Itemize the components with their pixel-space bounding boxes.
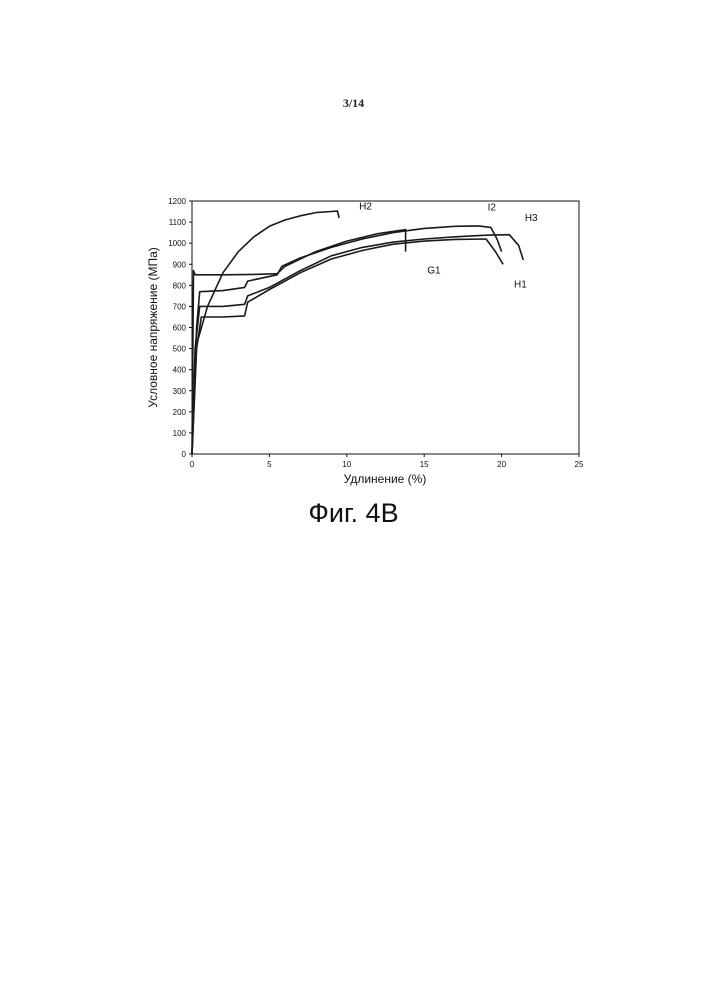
curve-label-h3: H3 — [525, 213, 538, 224]
y-tick-label: 1200 — [168, 197, 186, 206]
y-tick-label: 0 — [182, 450, 187, 459]
y-tick-label: 300 — [173, 387, 187, 396]
series-line-i2 — [192, 226, 502, 454]
x-tick-label: 5 — [267, 460, 272, 469]
curve-label-i2: I2 — [488, 202, 497, 213]
y-tick-label: 200 — [173, 408, 187, 417]
y-tick-label: 500 — [173, 345, 187, 354]
y-tick-label: 700 — [173, 302, 187, 311]
series-line-g1 — [192, 230, 406, 455]
x-tick-label: 0 — [190, 460, 195, 469]
y-tick-label: 600 — [173, 324, 187, 333]
series-line-h1 — [192, 239, 503, 454]
curve-label-h2: H2 — [359, 201, 372, 212]
figure-caption: Фиг. 4B — [0, 498, 707, 529]
plot-area-frame — [192, 201, 579, 454]
curve-label-g1: G1 — [427, 266, 441, 277]
x-tick-label: 25 — [575, 460, 584, 469]
curve-label-h1: H1 — [514, 279, 527, 290]
x-tick-label: 10 — [342, 460, 351, 469]
y-tick-label: 1100 — [169, 218, 187, 227]
y-tick-label: 100 — [173, 429, 187, 438]
y-tick-label: 800 — [173, 281, 187, 290]
series-line-h2 — [192, 211, 339, 454]
y-tick-label: 1000 — [168, 239, 186, 248]
series-lines — [192, 211, 523, 454]
y-tick-label: 400 — [173, 366, 187, 375]
series-line-h3 — [192, 235, 523, 454]
axis-ticks: 0100200300400500600700800900100011001200… — [168, 197, 584, 469]
x-tick-label: 20 — [497, 460, 506, 469]
x-tick-label: 15 — [420, 460, 429, 469]
x-axis-label: Удлинение (%) — [344, 472, 427, 486]
y-tick-label: 900 — [173, 260, 187, 269]
y-axis-label: Условное напряжение (МПа) — [146, 247, 160, 407]
